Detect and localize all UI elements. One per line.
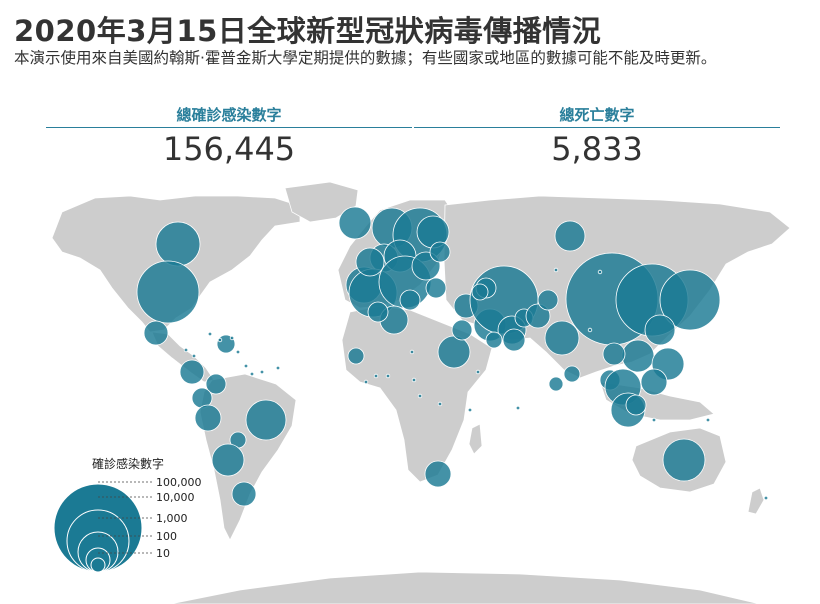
- case-bubble[interactable]: [211, 443, 245, 477]
- page-subtitle: 本演示使用來自美國約翰斯·霍普金斯大學定期提供的數據；有些國家或地區的數據可能不…: [14, 49, 717, 67]
- legend-label: 10,000: [156, 491, 195, 504]
- case-bubble[interactable]: [621, 339, 655, 373]
- case-dot[interactable]: [467, 407, 473, 413]
- case-bubble[interactable]: [245, 399, 287, 441]
- case-bubble[interactable]: [525, 303, 551, 329]
- case-dot[interactable]: [409, 349, 415, 355]
- case-bubble[interactable]: [194, 404, 222, 432]
- case-bubble[interactable]: [548, 376, 564, 392]
- case-bubble[interactable]: [451, 319, 473, 341]
- case-dot[interactable]: [363, 379, 369, 385]
- case-dot[interactable]: [259, 369, 265, 375]
- case-bubble[interactable]: [437, 335, 471, 369]
- legend-label: 100: [156, 530, 177, 543]
- case-dot[interactable]: [515, 405, 521, 411]
- case-dot[interactable]: [385, 373, 391, 379]
- case-bubble[interactable]: [644, 314, 676, 346]
- case-dot[interactable]: [763, 495, 769, 501]
- case-bubble[interactable]: [338, 206, 372, 240]
- total-deaths-stat: 總死亡數字 5,833: [414, 103, 780, 170]
- case-dot[interactable]: [235, 349, 241, 355]
- case-bubble[interactable]: [625, 394, 647, 416]
- total-cases-label: 總確診感染數字: [46, 103, 412, 128]
- case-dot[interactable]: [553, 267, 559, 273]
- case-bubble[interactable]: [424, 460, 452, 488]
- case-bubble[interactable]: [537, 289, 559, 311]
- case-bubble[interactable]: [367, 301, 389, 323]
- case-dot[interactable]: [597, 269, 603, 275]
- case-dot[interactable]: [651, 417, 657, 423]
- land-madagascar: [468, 423, 483, 455]
- case-bubble[interactable]: [471, 283, 489, 301]
- case-dot[interactable]: [217, 337, 223, 343]
- case-bubble[interactable]: [662, 438, 706, 482]
- case-bubble[interactable]: [554, 220, 586, 252]
- case-dot[interactable]: [705, 417, 711, 423]
- case-bubble[interactable]: [563, 365, 581, 383]
- case-dot[interactable]: [411, 377, 417, 383]
- case-dot[interactable]: [587, 327, 593, 333]
- total-cases-stat: 總確診感染數字 156,445: [46, 103, 412, 170]
- case-bubble[interactable]: [231, 481, 257, 507]
- case-bubble[interactable]: [640, 368, 668, 396]
- case-bubble[interactable]: [205, 373, 227, 395]
- case-dot[interactable]: [243, 363, 249, 369]
- case-dot[interactable]: [229, 335, 235, 341]
- case-dot[interactable]: [373, 373, 379, 379]
- total-cases-value: 156,445: [162, 130, 296, 168]
- case-bubble[interactable]: [429, 241, 451, 263]
- legend-title: 確診感染數字: [92, 456, 164, 471]
- case-dot[interactable]: [249, 371, 255, 377]
- legend-label: 1,000: [156, 512, 188, 525]
- case-bubble[interactable]: [485, 331, 503, 349]
- case-dot[interactable]: [183, 347, 189, 353]
- case-dot[interactable]: [207, 331, 213, 337]
- total-deaths-label: 總死亡數字: [414, 103, 780, 128]
- total-deaths-value: 5,833: [551, 130, 643, 168]
- page-title: 2020年3月15日全球新型冠狀病毒傳播情況: [14, 14, 602, 48]
- case-bubble[interactable]: [136, 260, 200, 324]
- case-dot[interactable]: [275, 365, 281, 371]
- case-bubble[interactable]: [544, 320, 580, 356]
- bubble-layer: [136, 206, 769, 507]
- case-bubble[interactable]: [179, 359, 205, 385]
- case-bubble[interactable]: [502, 328, 526, 352]
- case-dot[interactable]: [437, 401, 443, 407]
- land-new-zealand: [747, 487, 765, 515]
- case-dot[interactable]: [475, 369, 481, 375]
- legend-label: 100,000: [156, 476, 202, 489]
- case-bubble[interactable]: [602, 342, 626, 366]
- legend-circle: [90, 557, 106, 573]
- case-dot[interactable]: [191, 353, 197, 359]
- case-bubble[interactable]: [425, 277, 447, 299]
- size-legend: 確診感染數字 100,000 10,000 1,000 100 10: [53, 456, 202, 573]
- case-bubble[interactable]: [659, 269, 721, 331]
- legend-label: 10: [156, 547, 170, 560]
- case-dot[interactable]: [417, 393, 423, 399]
- case-bubble[interactable]: [143, 320, 169, 346]
- case-bubble[interactable]: [355, 247, 385, 277]
- case-bubble[interactable]: [155, 221, 201, 267]
- case-bubble[interactable]: [347, 347, 365, 365]
- case-bubble[interactable]: [399, 289, 421, 311]
- land-antarctica: [169, 571, 761, 604]
